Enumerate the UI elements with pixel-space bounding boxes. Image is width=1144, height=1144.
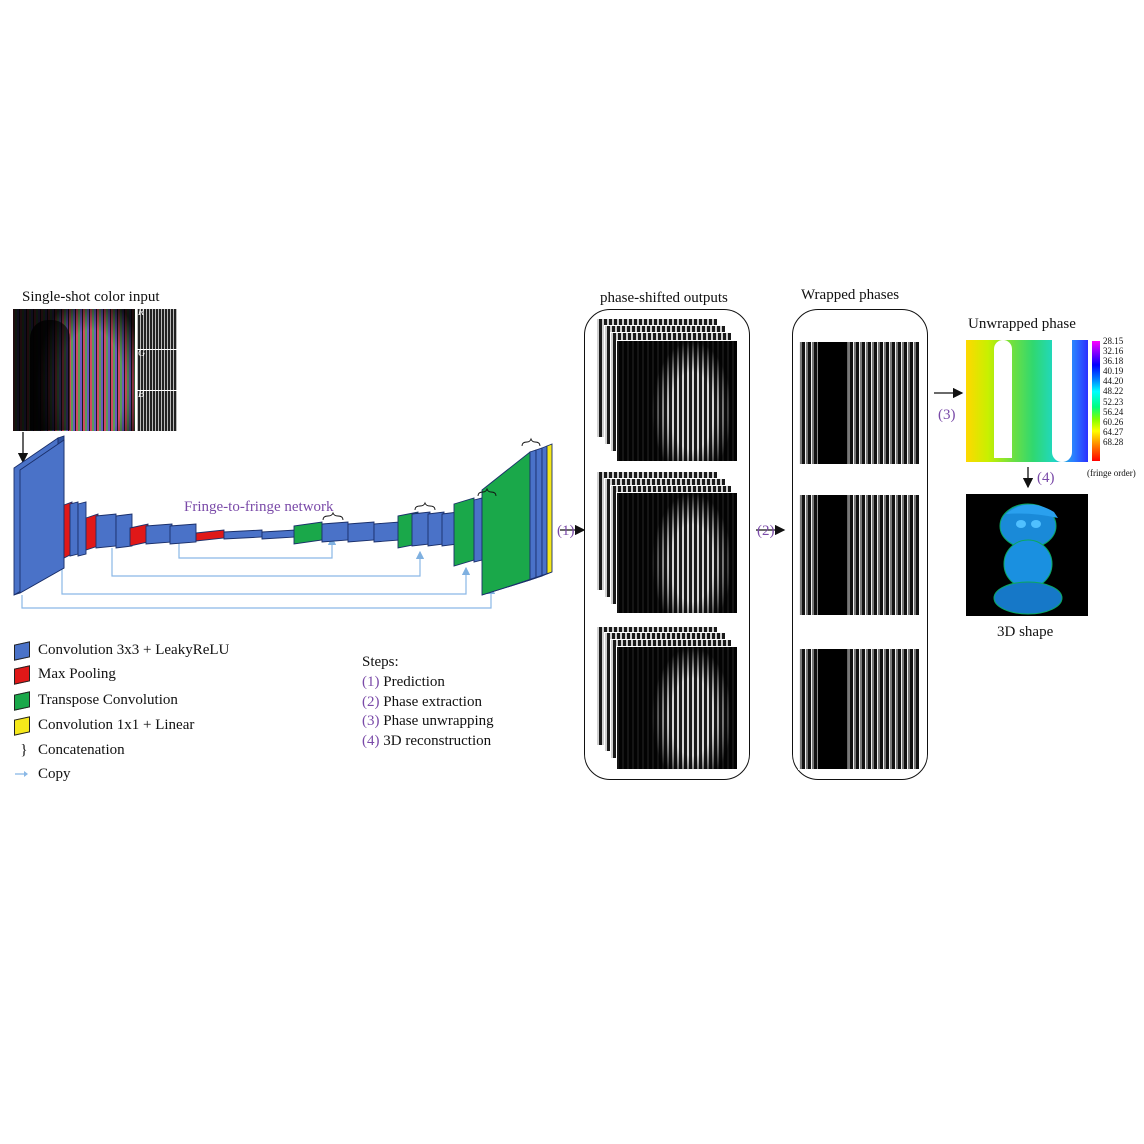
legend-label: Max Pooling bbox=[38, 666, 116, 682]
legend-label: Convolution 3x3 + LeakyReLU bbox=[38, 642, 230, 658]
colorbar-ticks: 28.15 32.16 36.18 40.19 44.20 48.22 52.2… bbox=[1103, 336, 1123, 447]
blue-cube-icon bbox=[14, 640, 30, 661]
shifted-image-stack2-front bbox=[616, 492, 738, 614]
unwrapped-mask-left bbox=[994, 340, 1012, 458]
colorbar-tick: 64.27 bbox=[1103, 426, 1124, 437]
copy-arrow-icon bbox=[14, 766, 30, 783]
red-cube-icon bbox=[14, 664, 30, 685]
step-item-3: (3) Phase unwrapping bbox=[362, 713, 494, 729]
step-4-label: (4) bbox=[1037, 470, 1055, 486]
step-item-1: (1) Prediction bbox=[362, 674, 445, 690]
colorbar-tick: 44.20 bbox=[1103, 376, 1124, 387]
network-title: Fringe-to-fringe network bbox=[184, 499, 334, 515]
legend-label: Copy bbox=[38, 766, 71, 782]
wrapped-title: Wrapped phases bbox=[801, 287, 900, 303]
colorbar-tick: 56.24 bbox=[1103, 406, 1124, 417]
step-4-arrow bbox=[1022, 467, 1034, 489]
wrapped-phase-image-3 bbox=[798, 648, 920, 770]
steps-heading: Steps: bbox=[362, 654, 399, 670]
step-1-label: (1) bbox=[557, 523, 575, 539]
network-diagram bbox=[13, 432, 586, 609]
brace-icon: } bbox=[20, 742, 28, 759]
step-2-label: (2) bbox=[757, 523, 775, 539]
yellow-cube-icon bbox=[14, 715, 30, 736]
colorbar-tick: 40.19 bbox=[1103, 366, 1124, 377]
step-3-arrow bbox=[934, 387, 964, 399]
colorbar-unit: (fringe order) bbox=[1087, 468, 1136, 478]
wrapped-phase-image-1 bbox=[798, 341, 920, 465]
legend-label: Concatenation bbox=[38, 742, 125, 758]
step-item-2: (2) Phase extraction bbox=[362, 694, 482, 710]
channel-g-image bbox=[136, 349, 178, 391]
shifted-image-stack3-front bbox=[616, 646, 738, 770]
colorbar-tick: 48.22 bbox=[1103, 386, 1124, 397]
shape-title: 3D shape bbox=[997, 624, 1054, 640]
colorbar-tick: 68.28 bbox=[1103, 436, 1124, 447]
green-cube-icon bbox=[14, 690, 30, 711]
channel-g-label: G bbox=[138, 348, 146, 359]
legend-item-max-pooling: Max Pooling bbox=[14, 664, 116, 685]
channel-b-image bbox=[136, 390, 178, 432]
colorbar-tick: 60.26 bbox=[1103, 416, 1124, 427]
shifted-image-stack1-front bbox=[616, 340, 738, 462]
phase-shifted-title: phase-shifted outputs bbox=[600, 290, 728, 306]
unwrapped-mask-right bbox=[1052, 340, 1072, 462]
unwrapped-title: Unwrapped phase bbox=[968, 316, 1076, 332]
colorbar bbox=[1092, 341, 1100, 461]
channel-b-label: B bbox=[138, 389, 145, 400]
step-2-arrow bbox=[756, 524, 786, 536]
3d-shape-figure bbox=[993, 503, 1063, 615]
legend-label: Transpose Convolution bbox=[38, 692, 178, 708]
legend-item-copy: Copy bbox=[14, 766, 71, 783]
legend-item-conv1x1: Convolution 1x1 + Linear bbox=[14, 715, 195, 736]
colorbar-tick: 32.16 bbox=[1103, 346, 1124, 357]
colorbar-tick: 36.18 bbox=[1103, 356, 1124, 367]
legend-item-convolution: Convolution 3x3 + LeakyReLU bbox=[14, 640, 230, 661]
legend-label: Convolution 1x1 + Linear bbox=[38, 717, 195, 733]
3d-shape-image bbox=[966, 494, 1088, 616]
channel-r-label: R bbox=[138, 307, 145, 318]
legend-item-transpose: Transpose Convolution bbox=[14, 690, 178, 711]
step-item-4: (4) 3D reconstruction bbox=[362, 733, 492, 749]
legend-item-concatenation: } Concatenation bbox=[14, 742, 125, 759]
input-shadow bbox=[30, 320, 70, 430]
input-title: Single-shot color input bbox=[22, 289, 160, 305]
wrapped-phase-image-2 bbox=[798, 494, 920, 616]
step-3-label: (3) bbox=[938, 407, 956, 423]
channel-r-image bbox=[136, 308, 178, 350]
colorbar-tick: 52.23 bbox=[1103, 396, 1124, 407]
colorbar-tick: 28.15 bbox=[1103, 336, 1124, 346]
